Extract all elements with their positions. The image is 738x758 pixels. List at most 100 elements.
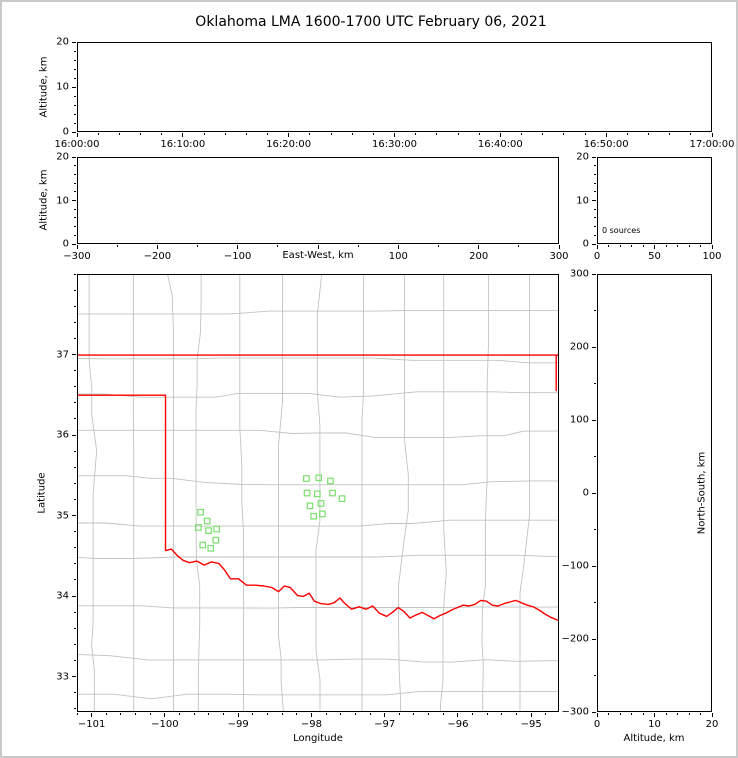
axis-tick	[592, 273, 596, 275]
tick-label: 300	[569, 268, 589, 280]
axis-tick	[237, 245, 239, 249]
tick-label: 34	[56, 590, 69, 602]
axis-tick	[594, 217, 596, 219]
axis-tick	[665, 245, 667, 247]
axis-tick	[594, 310, 596, 311]
county-line	[280, 658, 284, 711]
axis-tick	[266, 713, 268, 715]
lma-source-marker	[203, 517, 211, 525]
axis-tick	[592, 638, 596, 640]
axis-tick	[74, 563, 76, 565]
axis-tick	[74, 659, 76, 661]
axis-tick	[584, 133, 586, 135]
axis-tick	[74, 466, 76, 468]
axis-tick	[309, 133, 311, 135]
axis-tick	[626, 133, 628, 135]
county-line	[484, 275, 490, 520]
tick-label: −300	[561, 706, 589, 718]
axis-tick	[74, 305, 76, 307]
axis-tick	[545, 713, 547, 715]
tick-label: 10	[56, 195, 69, 206]
axis-tick	[74, 191, 76, 193]
axis-tick	[74, 208, 76, 210]
axis-tick	[277, 245, 279, 247]
axis-tick	[72, 354, 76, 355]
axis-tick	[76, 713, 78, 715]
axis-tick	[357, 245, 359, 247]
map-xlabel: Longitude	[293, 733, 343, 744]
county-line	[361, 309, 364, 711]
axis-tick	[397, 245, 399, 249]
lma-source-marker	[207, 545, 215, 552]
axis-tick	[74, 122, 76, 124]
county-line	[519, 275, 531, 711]
axis-tick	[486, 713, 488, 715]
axis-tick	[91, 713, 93, 717]
county-line	[88, 275, 98, 711]
tick-label: 10	[56, 81, 69, 93]
axis-tick	[594, 173, 596, 175]
axis-tick	[74, 643, 76, 645]
axis-tick	[665, 713, 667, 715]
axis-tick	[182, 133, 184, 137]
tick-label: 16:30:00	[372, 139, 417, 150]
tick-label: −200	[143, 251, 172, 262]
county-line	[316, 275, 323, 466]
tick-label: 10	[576, 195, 589, 206]
axis-tick	[74, 708, 76, 710]
axis-tick	[654, 713, 655, 717]
axis-tick	[521, 133, 522, 135]
tick-label: 16:40:00	[477, 139, 523, 150]
county-line	[239, 275, 245, 711]
axis-tick	[74, 289, 76, 291]
lma-source-marker	[327, 477, 334, 485]
figure-title: Oklahoma LMA 1600-1700 UTC February 06, …	[195, 14, 547, 30]
lma-source-marker	[310, 512, 317, 520]
axis-tick	[501, 713, 503, 715]
axis-tick	[688, 713, 690, 715]
axis-tick	[711, 245, 713, 249]
axis-tick	[74, 547, 76, 549]
axis-tick	[72, 676, 76, 678]
lma-source-marker	[213, 525, 220, 533]
tick-label: 0	[62, 126, 69, 138]
axis-tick	[245, 133, 247, 135]
axis-tick	[118, 133, 120, 135]
axis-tick	[563, 133, 565, 135]
tick-label: 0	[582, 238, 589, 250]
tick-label: 20	[56, 36, 69, 48]
axis-tick	[149, 713, 151, 715]
axis-tick	[594, 191, 596, 193]
tick-label: 100	[569, 414, 589, 426]
east-west-xlabel: East-West, km	[282, 250, 354, 261]
tick-label: 0	[62, 238, 69, 250]
county-line	[78, 522, 194, 527]
lma-source-marker	[212, 536, 220, 544]
axis-tick	[530, 713, 532, 717]
axis-tick	[711, 713, 713, 717]
axis-tick	[516, 713, 517, 715]
axis-tick	[74, 321, 76, 323]
tick-label: 20	[576, 151, 589, 163]
axis-tick	[594, 226, 596, 228]
tick-label: 16:00:00	[54, 139, 100, 150]
axis-tick	[72, 200, 76, 201]
axis-tick	[442, 713, 444, 715]
county-line	[78, 475, 205, 483]
axis-tick	[74, 418, 76, 420]
oklahoma-map	[78, 275, 558, 711]
axis-tick	[237, 713, 239, 717]
axis-tick	[384, 713, 386, 717]
state-border-line	[78, 394, 167, 551]
panel-plan-view-map	[77, 274, 559, 712]
red-river-line	[165, 548, 558, 622]
axis-tick	[330, 133, 332, 135]
county-line	[167, 275, 174, 711]
axis-tick	[594, 529, 596, 530]
panel-east-west-height	[77, 157, 559, 244]
axis-tick	[669, 133, 671, 135]
axis-tick	[140, 133, 141, 135]
axis-tick	[413, 713, 415, 715]
axis-tick	[592, 565, 596, 567]
